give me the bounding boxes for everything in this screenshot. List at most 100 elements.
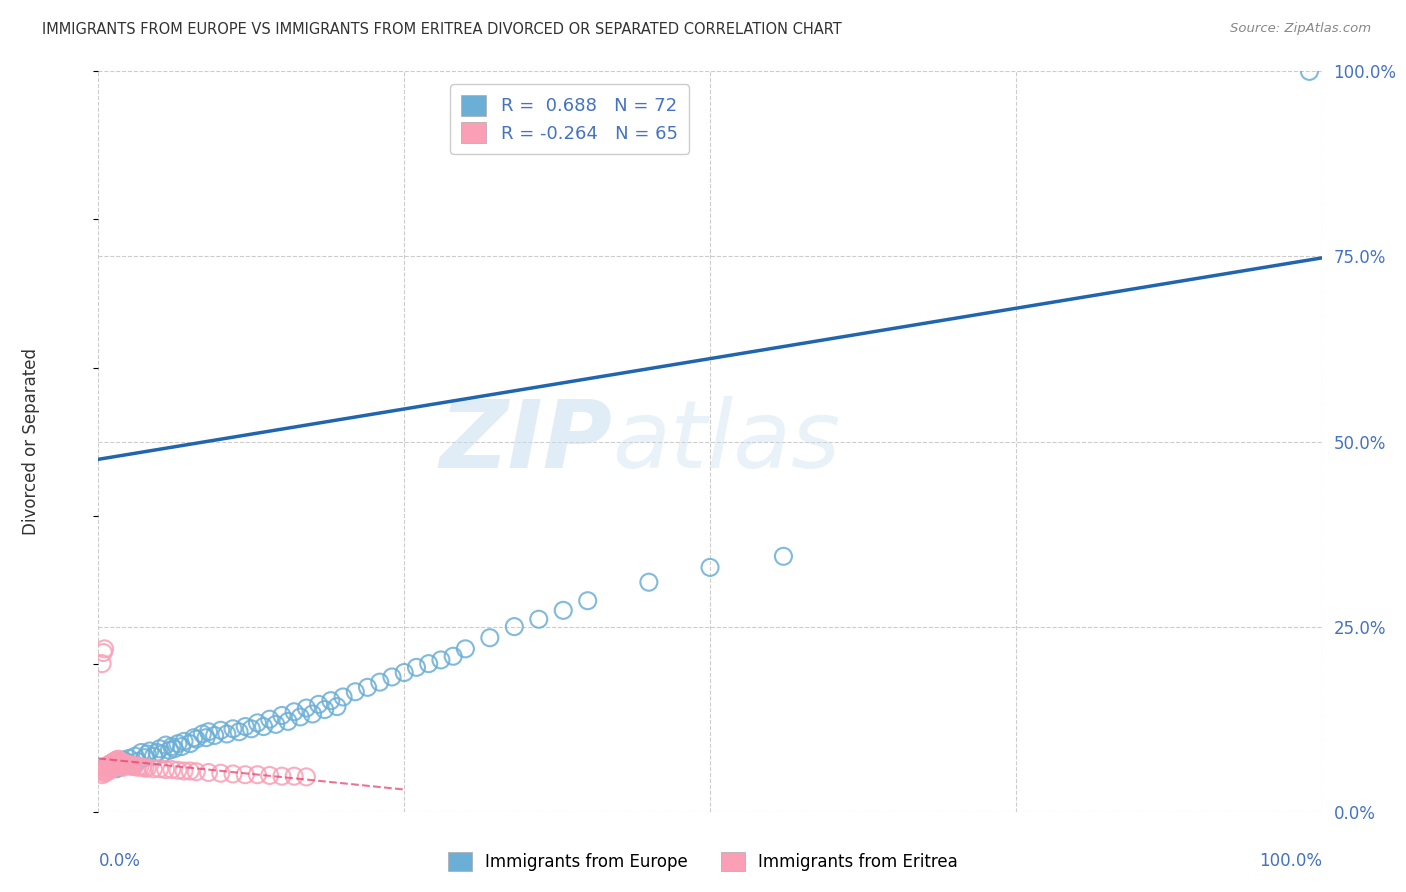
Point	[103, 755, 125, 769]
Point	[124, 759, 146, 773]
Point	[179, 764, 201, 778]
Point	[1298, 64, 1320, 78]
Point	[259, 712, 281, 726]
Point	[91, 646, 114, 660]
Point	[252, 720, 274, 734]
Point	[326, 699, 349, 714]
Point	[124, 749, 146, 764]
Text: ZIP: ZIP	[439, 395, 612, 488]
Point	[114, 755, 136, 769]
Point	[98, 764, 121, 778]
Point	[139, 744, 162, 758]
Point	[111, 760, 134, 774]
Point	[96, 764, 118, 779]
Point	[222, 767, 245, 781]
Point	[576, 593, 599, 607]
Point	[97, 764, 120, 778]
Point	[121, 759, 143, 773]
Point	[107, 752, 129, 766]
Point	[117, 759, 139, 773]
Point	[93, 760, 115, 774]
Point	[129, 746, 152, 760]
Point	[430, 653, 453, 667]
Point	[134, 761, 156, 775]
Point	[127, 755, 149, 769]
Point	[142, 749, 165, 764]
Point	[290, 710, 312, 724]
Point	[405, 660, 427, 674]
Point	[186, 732, 208, 747]
Point	[134, 750, 156, 764]
Point	[136, 747, 159, 761]
Point	[91, 767, 114, 781]
Point	[100, 756, 122, 771]
Point	[163, 741, 186, 756]
Point	[228, 724, 250, 739]
Point	[149, 762, 172, 776]
Text: IMMIGRANTS FROM EUROPE VS IMMIGRANTS FROM ERITREA DIVORCED OR SEPARATED CORRELAT: IMMIGRANTS FROM EUROPE VS IMMIGRANTS FRO…	[42, 22, 842, 37]
Point	[110, 756, 132, 771]
Point	[183, 731, 205, 745]
Text: atlas: atlas	[612, 396, 841, 487]
Point	[94, 765, 117, 780]
Text: Source: ZipAtlas.com: Source: ZipAtlas.com	[1230, 22, 1371, 36]
Point	[197, 724, 219, 739]
Point	[209, 723, 232, 738]
Point	[478, 631, 501, 645]
Point	[197, 765, 219, 780]
Point	[240, 722, 263, 736]
Point	[441, 649, 464, 664]
Point	[173, 764, 195, 778]
Point	[97, 758, 120, 772]
Point	[136, 761, 159, 775]
Point	[699, 560, 721, 574]
Point	[111, 756, 134, 770]
Point	[101, 761, 124, 775]
Point	[553, 603, 575, 617]
Point	[129, 759, 152, 773]
Point	[332, 690, 354, 704]
Point	[381, 670, 404, 684]
Point	[209, 766, 232, 780]
Point	[131, 760, 153, 774]
Point	[127, 760, 149, 774]
Point	[308, 698, 330, 712]
Point	[115, 757, 138, 772]
Point	[314, 702, 336, 716]
Point	[233, 767, 256, 781]
Legend: R =  0.688   N = 72, R = -0.264   N = 65: R = 0.688 N = 72, R = -0.264 N = 65	[450, 84, 689, 153]
Point	[118, 751, 141, 765]
Point	[108, 757, 131, 772]
Point	[283, 705, 305, 719]
Point	[270, 769, 294, 783]
Point	[150, 747, 173, 761]
Point	[107, 758, 129, 772]
Point	[259, 768, 281, 782]
Point	[195, 731, 218, 745]
Text: 100.0%: 100.0%	[1258, 853, 1322, 871]
Point	[100, 763, 122, 777]
Point	[157, 743, 180, 757]
Point	[120, 758, 142, 772]
Point	[319, 694, 342, 708]
Point	[98, 757, 121, 772]
Point	[167, 764, 190, 778]
Point	[146, 746, 169, 760]
Point	[120, 759, 142, 773]
Point	[283, 769, 305, 783]
Point	[222, 722, 245, 736]
Point	[368, 675, 391, 690]
Point	[344, 685, 367, 699]
Point	[112, 759, 135, 773]
Point	[527, 612, 550, 626]
Point	[111, 755, 134, 769]
Point	[772, 549, 794, 564]
Point	[155, 763, 177, 777]
Point	[101, 755, 124, 769]
Point	[93, 762, 115, 776]
Point	[104, 754, 127, 768]
Point	[204, 729, 226, 743]
Point	[392, 665, 416, 680]
Point	[96, 759, 118, 773]
Point	[103, 760, 125, 774]
